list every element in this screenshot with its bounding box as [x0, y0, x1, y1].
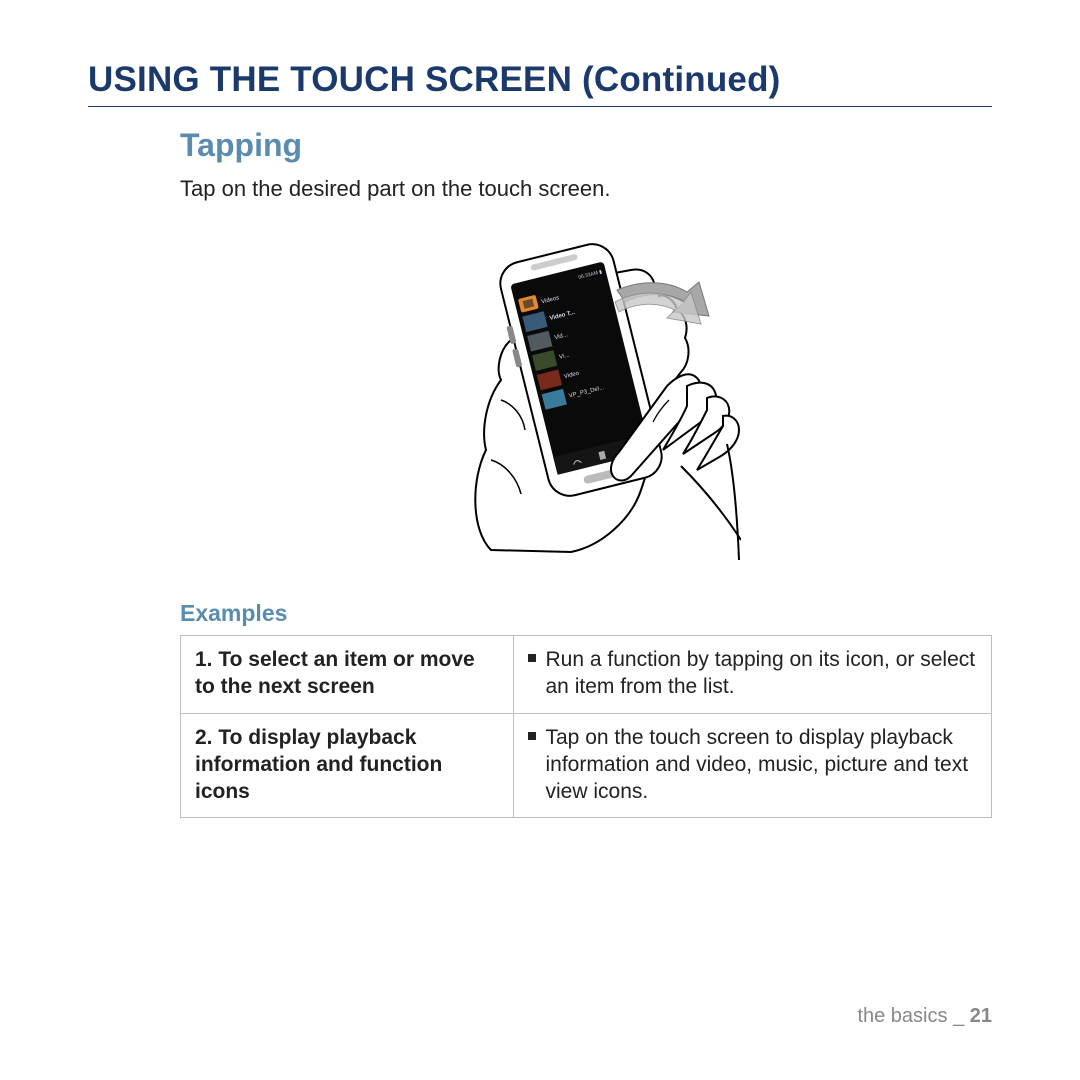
bullet-icon	[528, 732, 536, 740]
footer-section: the basics	[857, 1005, 947, 1027]
table-row: 1. To select an item or move to the next…	[181, 636, 992, 714]
example-left: 1. To select an item or move to the next…	[181, 636, 514, 714]
example-left: 2. To display playback information and f…	[181, 713, 514, 818]
examples-table: 1. To select an item or move to the next…	[180, 635, 992, 818]
example-right-text: Run a function by tapping on its icon, o…	[546, 646, 978, 701]
example-right-text: Tap on the touch screen to display playb…	[546, 724, 978, 806]
table-row: 2. To display playback information and f…	[181, 713, 992, 818]
tapping-illustration: 06:33AM ▮ Videos Video T... Vid... Vi...…	[431, 230, 741, 560]
page-footer: the basics _ 21	[857, 1005, 992, 1028]
example-number: 2.	[195, 726, 213, 749]
example-right: Run a function by tapping on its icon, o…	[513, 636, 992, 714]
bullet-icon	[528, 654, 536, 662]
example-number: 1.	[195, 648, 213, 671]
examples-heading: Examples	[180, 600, 992, 627]
example-left-text: To display playback information and func…	[195, 726, 442, 804]
example-right: Tap on the touch screen to display playb…	[513, 713, 992, 818]
example-left-text: To select an item or move to the next sc…	[195, 648, 475, 698]
footer-page-number: 21	[970, 1005, 992, 1027]
footer-separator: _	[953, 1005, 970, 1027]
section-heading: Tapping	[180, 127, 992, 164]
page-title: USING THE TOUCH SCREEN (Continued)	[88, 60, 992, 107]
section-description: Tap on the desired part on the touch scr…	[180, 176, 992, 202]
